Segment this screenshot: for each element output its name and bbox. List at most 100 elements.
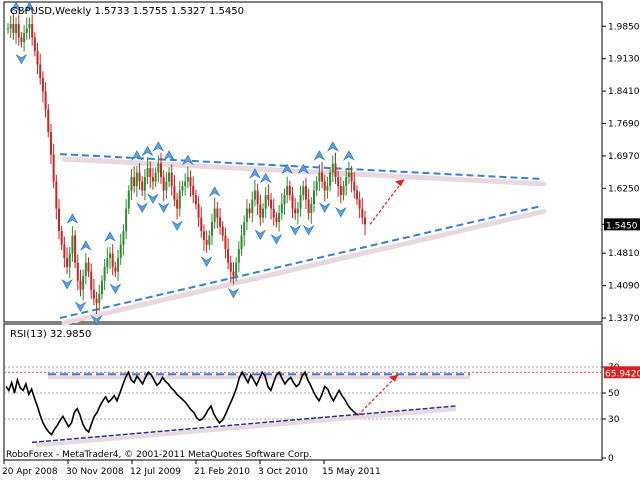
candle-body (323, 181, 326, 191)
candle-body (194, 195, 197, 205)
candle-body (135, 172, 138, 187)
price-tick-label: 1.7690 (608, 120, 640, 130)
candle-body (275, 217, 278, 223)
fractal-down-arrow (147, 193, 159, 204)
candle-body (111, 253, 114, 268)
fractal-up-arrow (80, 240, 92, 251)
candle-body (200, 217, 203, 232)
fractal-up-arrow (182, 154, 194, 166)
time-tick-label: 15 May 2011 (322, 467, 381, 477)
candle-body (170, 172, 173, 187)
candle-body (192, 186, 195, 196)
candle-body (232, 271, 235, 277)
fractal-up-arrow (10, 1, 22, 13)
candle-body (125, 208, 128, 232)
candle-body (176, 199, 179, 209)
fractal-down-arrow (335, 207, 347, 218)
candle-body (100, 280, 103, 295)
candle-body (138, 172, 141, 182)
current-price-box (604, 218, 640, 231)
candle-body (189, 177, 192, 187)
rsi-series-line (5, 370, 360, 436)
price-tick-label: 1.3370 (608, 314, 640, 324)
rsi-marker-box (604, 366, 640, 379)
candle-body (44, 91, 47, 110)
candle-body (264, 195, 267, 209)
candle-body (95, 298, 98, 304)
candle-body (202, 231, 205, 241)
candle-body (321, 172, 324, 182)
candle-body (358, 199, 361, 209)
fractal-up-arrow (208, 186, 221, 197)
candle-body (103, 267, 106, 281)
candle-body (160, 163, 162, 178)
fractal-down-arrow (157, 202, 170, 213)
candle-body (7, 28, 9, 30)
candle-body (12, 24, 15, 34)
candle-body (55, 181, 58, 209)
candle-body (361, 208, 364, 218)
fractal-down-arrow (200, 256, 213, 267)
candle-body (339, 186, 342, 196)
candle-body (114, 267, 117, 272)
candle-body (47, 109, 50, 133)
fractal-up-arrow (141, 145, 154, 157)
candle-body (122, 231, 125, 245)
candle-body (337, 177, 340, 187)
fractal-up-arrow (131, 150, 143, 161)
fractal-down-arrow (270, 234, 283, 245)
candle-body (31, 24, 34, 38)
fractal-up-arrow (163, 150, 175, 161)
price-tick-label: 1.9850 (608, 22, 640, 32)
forecast-arrow (369, 178, 405, 225)
candle-body (186, 177, 189, 182)
candle-body (267, 195, 270, 200)
price-tick-label: 1.8410 (608, 87, 640, 97)
candle-body (15, 24, 18, 34)
candle-body (117, 258, 120, 272)
candle-body (211, 222, 213, 236)
fractal-up-arrow (313, 150, 326, 161)
candle-body (229, 262, 232, 272)
candle-body (133, 177, 136, 187)
lower-trendline-shadow (61, 208, 547, 326)
candle-body (270, 199, 273, 209)
rsi-trendline (31, 405, 457, 444)
candle-body (235, 262, 238, 277)
candle-body (98, 294, 101, 304)
candle-body (146, 168, 149, 178)
candle-body (52, 154, 55, 182)
candle-body (41, 78, 44, 92)
fractal-down-arrow (318, 202, 331, 213)
price-tick-label: 1.4810 (608, 249, 640, 259)
candle-body (342, 186, 345, 196)
candle-body (162, 177, 165, 191)
candle-body (272, 208, 275, 218)
time-tick-label: 3 Oct 2010 (258, 467, 308, 477)
current-price-label: 1.5450 (606, 221, 638, 231)
rsi-line (5, 370, 457, 448)
candle-body (87, 262, 90, 272)
candle-body (256, 190, 259, 205)
candle-body (307, 199, 310, 214)
candle-body (79, 280, 82, 290)
symbol-header: GBPUSD,Weekly 1.5733 1.5755 1.5327 1.545… (10, 6, 244, 17)
candle-body (310, 204, 313, 214)
fractal-up-arrow (249, 168, 261, 179)
price-tick-label: 1.6970 (608, 152, 640, 162)
time-tick-label: 21 Feb 2010 (194, 467, 250, 477)
candle-body (39, 64, 42, 79)
candle-body (350, 172, 353, 182)
candle-body (237, 249, 240, 263)
candle-body (296, 208, 299, 214)
fractal-down-arrow (227, 288, 240, 299)
candle-body (353, 181, 356, 191)
fractal-up-arrow (259, 172, 272, 184)
candle-body (299, 195, 302, 209)
fractal-arrows (10, 1, 355, 326)
candle-body (165, 181, 168, 191)
candle-body (90, 271, 93, 290)
candle-body (92, 289, 95, 299)
candle-body (151, 177, 154, 182)
rsi-levels (4, 366, 602, 420)
